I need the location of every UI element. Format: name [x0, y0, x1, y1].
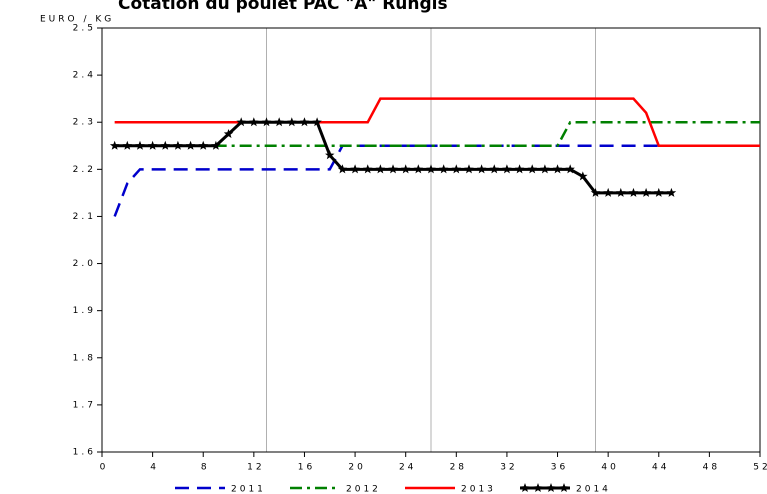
- x-tick-label: 36: [551, 463, 568, 473]
- star-marker: [236, 117, 246, 127]
- star-marker: [173, 140, 183, 150]
- star-marker: [160, 140, 170, 150]
- star-marker: [552, 164, 563, 174]
- y-tick-label: 1.9: [73, 306, 96, 316]
- legend-marker: [520, 483, 530, 492]
- y-tick-label: 2.0: [73, 259, 96, 269]
- star-marker: [641, 187, 651, 197]
- star-marker: [654, 187, 664, 197]
- y-tick-label: 2.3: [73, 118, 96, 128]
- y-tick-label: 2.5: [73, 24, 96, 34]
- star-marker: [312, 117, 322, 127]
- star-marker: [198, 140, 208, 150]
- star-marker: [476, 164, 487, 174]
- star-marker: [185, 140, 196, 150]
- legend-label: 2012: [346, 485, 381, 494]
- star-marker: [464, 164, 474, 174]
- star-marker: [375, 164, 386, 174]
- star-marker: [527, 164, 537, 174]
- y-tick-label: 2.1: [73, 212, 96, 222]
- star-marker: [514, 164, 525, 174]
- star-marker: [628, 187, 639, 197]
- series-line: [114, 120, 672, 195]
- star-marker: [666, 187, 677, 197]
- x-tick-label: 0: [100, 463, 109, 473]
- star-marker: [337, 164, 348, 174]
- x-tick-label: 24: [399, 463, 416, 473]
- star-marker: [109, 140, 120, 150]
- x-tick-label: 32: [500, 463, 517, 473]
- y-tick-label: 2.2: [73, 165, 96, 175]
- star-marker: [350, 164, 360, 174]
- star-marker: [426, 164, 436, 174]
- star-marker: [590, 187, 601, 197]
- series-line: [113, 144, 710, 217]
- star-marker: [540, 164, 550, 174]
- star-marker: [261, 117, 272, 127]
- y-tick-label: 1.6: [73, 448, 96, 458]
- star-marker: [489, 164, 499, 174]
- y-tick-label: 1.8: [73, 353, 96, 363]
- star-marker: [135, 140, 145, 150]
- star-marker: [578, 171, 588, 181]
- legend-marker: [559, 483, 569, 492]
- x-tick-label: 28: [450, 463, 467, 473]
- legend-marker: [533, 483, 543, 492]
- plot-frame: [101, 27, 761, 453]
- star-marker: [616, 187, 626, 197]
- series-line: [114, 120, 760, 148]
- star-marker: [451, 164, 462, 174]
- y-axis-label: EURO / KG: [40, 15, 114, 25]
- star-marker: [147, 140, 158, 150]
- legend-label: 2013: [461, 485, 496, 494]
- legend-label: 2011: [231, 485, 266, 494]
- star-marker: [438, 164, 449, 174]
- x-tick-label: 16: [298, 463, 315, 473]
- star-marker: [299, 117, 310, 127]
- x-tick-label: 12: [247, 463, 264, 473]
- star-marker: [274, 117, 284, 127]
- y-tick-label: 1.7: [73, 400, 96, 410]
- y-tick-label: 2.4: [73, 71, 96, 81]
- x-tick-label: 48: [703, 463, 720, 473]
- star-marker: [388, 164, 398, 174]
- series-line: [114, 97, 760, 148]
- x-tick-label: 40: [601, 463, 618, 473]
- x-tick-label: 52: [753, 463, 767, 473]
- star-marker: [603, 187, 613, 197]
- x-tick-label: 4: [150, 463, 159, 473]
- star-marker: [502, 164, 512, 174]
- star-marker: [325, 150, 335, 160]
- star-marker: [363, 164, 373, 174]
- chart-title: Cotation du poulet PAC "A" Rungis: [118, 0, 448, 14]
- star-marker: [249, 117, 259, 127]
- legend-marker: [546, 483, 556, 492]
- star-marker: [211, 140, 221, 150]
- star-marker: [223, 129, 234, 138]
- star-marker: [287, 117, 297, 127]
- legend-label: 2014: [576, 485, 611, 494]
- x-tick-label: 8: [201, 463, 210, 473]
- star-marker: [122, 140, 133, 150]
- star-marker: [400, 164, 411, 174]
- x-tick-label: 44: [652, 463, 669, 473]
- star-marker: [565, 164, 575, 174]
- x-tick-label: 20: [348, 463, 365, 473]
- star-marker: [413, 164, 424, 174]
